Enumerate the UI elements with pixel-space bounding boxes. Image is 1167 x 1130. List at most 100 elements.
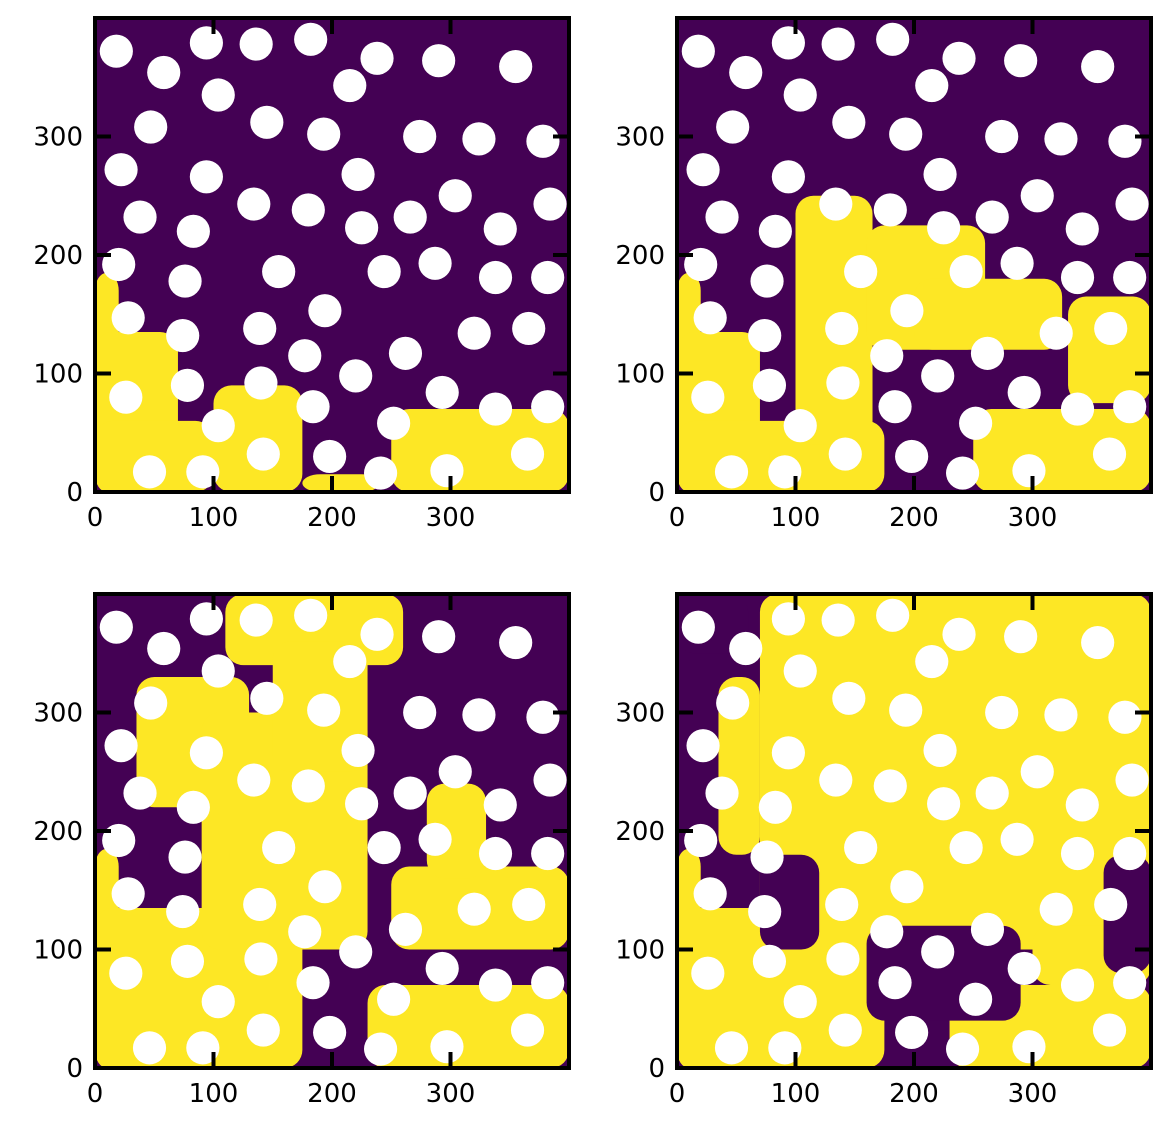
obstacle-disk — [748, 894, 782, 929]
obstacle-disk — [927, 787, 961, 821]
obstacle-disk — [1094, 311, 1128, 346]
obstacle-disk — [403, 695, 437, 730]
obstacle-disk — [825, 311, 859, 346]
y-tick-label: 100 — [33, 360, 83, 390]
obstacle-disk — [104, 729, 138, 763]
obstacle-disk — [681, 34, 715, 68]
obstacle-disk — [828, 437, 862, 471]
obstacle-disk — [425, 375, 459, 410]
obstacle-disk — [844, 831, 878, 865]
obstacle-disk — [99, 610, 133, 644]
obstacle-disk — [1039, 316, 1073, 350]
obstacle-disk — [111, 877, 145, 911]
obstacle-disk — [844, 255, 878, 289]
obstacle-disk — [438, 755, 472, 789]
y-tick-label: 0 — [648, 478, 665, 508]
obstacle-disk — [1007, 951, 1041, 986]
obstacle-disk — [1113, 836, 1147, 871]
obstacle-disk — [102, 247, 136, 282]
obstacle-disk — [339, 359, 373, 393]
obstacle-disk — [890, 294, 924, 328]
obstacle-disk — [975, 200, 1009, 234]
x-tick-label: 0 — [669, 503, 686, 533]
obstacle-disk — [291, 769, 325, 803]
y-tick-label: 200 — [615, 241, 665, 271]
obstacle-disk — [895, 439, 929, 474]
y-tick-label: 0 — [66, 1054, 83, 1084]
obstacle-disk — [237, 187, 271, 221]
obstacle-disk — [923, 157, 957, 192]
x-tick-label: 300 — [426, 1079, 476, 1109]
x-tick-label: 200 — [889, 1079, 939, 1109]
obstacle-disk — [716, 686, 750, 720]
obstacle-disk — [239, 27, 273, 61]
y-tick-label: 0 — [66, 478, 83, 508]
obstacle-disk — [123, 200, 157, 234]
filled-region — [718, 676, 760, 855]
obstacle-disk — [1115, 763, 1149, 797]
obstacle-disk — [262, 831, 296, 865]
y-tick-label: 300 — [615, 699, 665, 729]
obstacle-disk — [307, 693, 341, 727]
obstacle-disk — [1065, 788, 1099, 822]
obstacle-disk — [333, 644, 367, 679]
obstacle-disk — [243, 311, 277, 346]
obstacle-disk — [750, 264, 784, 298]
obstacle-disk — [478, 392, 513, 426]
obstacle-disk — [189, 26, 223, 60]
obstacle-disk — [1060, 968, 1095, 1002]
obstacle-disk — [457, 316, 491, 350]
panel-2: 0 100 200 300 0 100 200 300 — [615, 16, 1153, 533]
panel-3: 0 100 200 300 0 100 200 300 — [33, 592, 571, 1109]
obstacle-disk — [691, 956, 725, 990]
obstacle-disk — [1012, 454, 1046, 488]
obstacle-disk — [915, 644, 949, 679]
obstacle-disk — [870, 339, 904, 373]
obstacle-disk — [681, 610, 715, 644]
obstacle-disk — [970, 336, 1005, 370]
obstacle-disk — [176, 214, 210, 248]
obstacle-disk — [1000, 246, 1034, 280]
filled-region — [426, 783, 487, 879]
obstacle-disk — [307, 117, 341, 151]
obstacle-disk — [531, 260, 565, 295]
obstacle-disk — [531, 836, 565, 871]
obstacle-disk — [1012, 1030, 1046, 1064]
y-tick-label: 200 — [33, 817, 83, 847]
obstacle-disk — [250, 105, 284, 139]
obstacle-disk — [923, 733, 957, 768]
obstacle-disk — [945, 456, 980, 490]
obstacle-disk — [1060, 836, 1095, 871]
obstacle-disk — [262, 255, 296, 289]
obstacle-disk — [768, 1031, 802, 1065]
obstacle-disk — [826, 942, 860, 976]
obstacle-disk — [526, 700, 560, 734]
obstacle-disk — [771, 160, 805, 194]
obstacle-disk — [970, 912, 1005, 946]
obstacle-disk — [244, 942, 278, 976]
obstacle-disk — [826, 366, 860, 400]
obstacle-disk — [1092, 1013, 1127, 1047]
y-tick-label: 100 — [615, 936, 665, 966]
obstacle-disk — [296, 966, 330, 1000]
x-tick-label: 100 — [189, 503, 239, 533]
y-tick-label: 300 — [615, 123, 665, 153]
obstacle-disk — [418, 246, 452, 280]
obstacle-disk — [959, 982, 993, 1016]
obstacle-disk — [170, 944, 205, 978]
obstacle-disk — [360, 617, 394, 651]
obstacle-disk — [771, 26, 805, 60]
obstacle-disk — [393, 776, 427, 810]
obstacle-disk — [1039, 892, 1073, 926]
obstacle-disk — [1044, 698, 1078, 732]
obstacle-disk — [890, 870, 924, 904]
x-tick-label: 200 — [307, 503, 357, 533]
obstacle-disk — [483, 788, 517, 822]
filled-region — [302, 474, 380, 492]
obstacle-disk — [1108, 700, 1142, 734]
obstacle-disk — [132, 1031, 167, 1065]
obstacle-disk — [1020, 179, 1054, 213]
obstacle-disk — [438, 179, 472, 213]
obstacle-disk — [921, 935, 955, 969]
